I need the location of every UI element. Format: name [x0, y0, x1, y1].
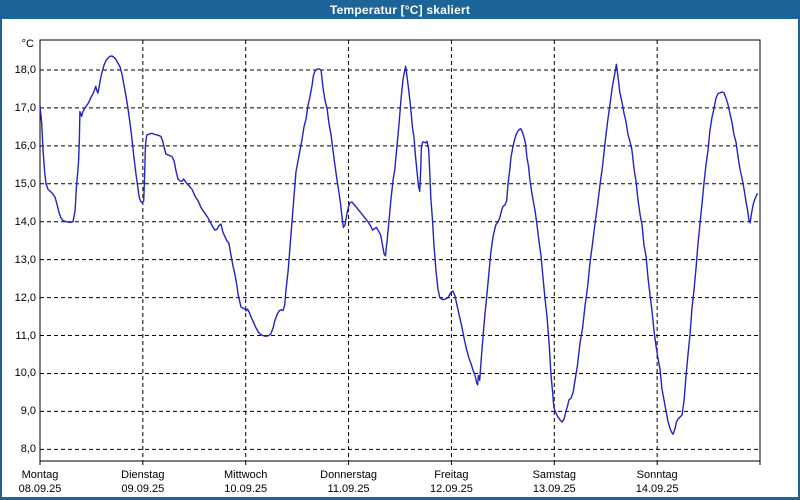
x-axis-weekday-label: Mittwoch [224, 469, 268, 481]
y-tick-label: 10,0 [14, 367, 36, 380]
x-axis-weekday-label: Sonntag [636, 469, 678, 481]
y-tick-label: 11,0 [15, 329, 36, 342]
x-axis-weekday-label: Dienstag [121, 469, 165, 481]
y-tick-label: 12,0 [14, 291, 36, 304]
y-tick-label: 14,0 [14, 215, 36, 228]
y-tick-label: 9,0 [20, 405, 36, 418]
temperature-line-series [39, 55, 759, 435]
x-axis-date-label: 09.09.25 [121, 483, 165, 495]
x-axis-date-label: 12.09.25 [430, 483, 473, 495]
x-axis-weekday-label: Montag [21, 469, 59, 481]
y-tick-label: 18,0 [14, 64, 36, 76]
x-axis-date-label: 14.09.25 [635, 483, 679, 495]
y-tick-label: 13,0 [14, 253, 36, 266]
window-titlebar[interactable]: Temperatur [°C] skaliert [0, 0, 800, 19]
y-axis-unit-label: °C [21, 38, 34, 50]
y-tick-label: 17,0 [14, 101, 36, 114]
x-axis-weekday-label: Donnerstag [320, 469, 377, 481]
x-axis-date-label: 10.09.25 [224, 483, 268, 495]
x-axis-date-label: 11.09.25 [327, 483, 370, 495]
x-axis-date-label: 13.09.25 [532, 483, 576, 495]
x-axis-weekday-label: Freitag [434, 469, 469, 481]
y-tick-label: 16,0 [14, 139, 36, 152]
x-axis-weekday-label: Samstag [532, 469, 576, 481]
window-title: Temperatur [°C] skaliert [329, 2, 471, 17]
x-axis-date-label: 08.09.25 [18, 483, 62, 495]
y-tick-label: 8,0 [20, 443, 36, 456]
y-tick-label: 15,0 [14, 177, 36, 190]
